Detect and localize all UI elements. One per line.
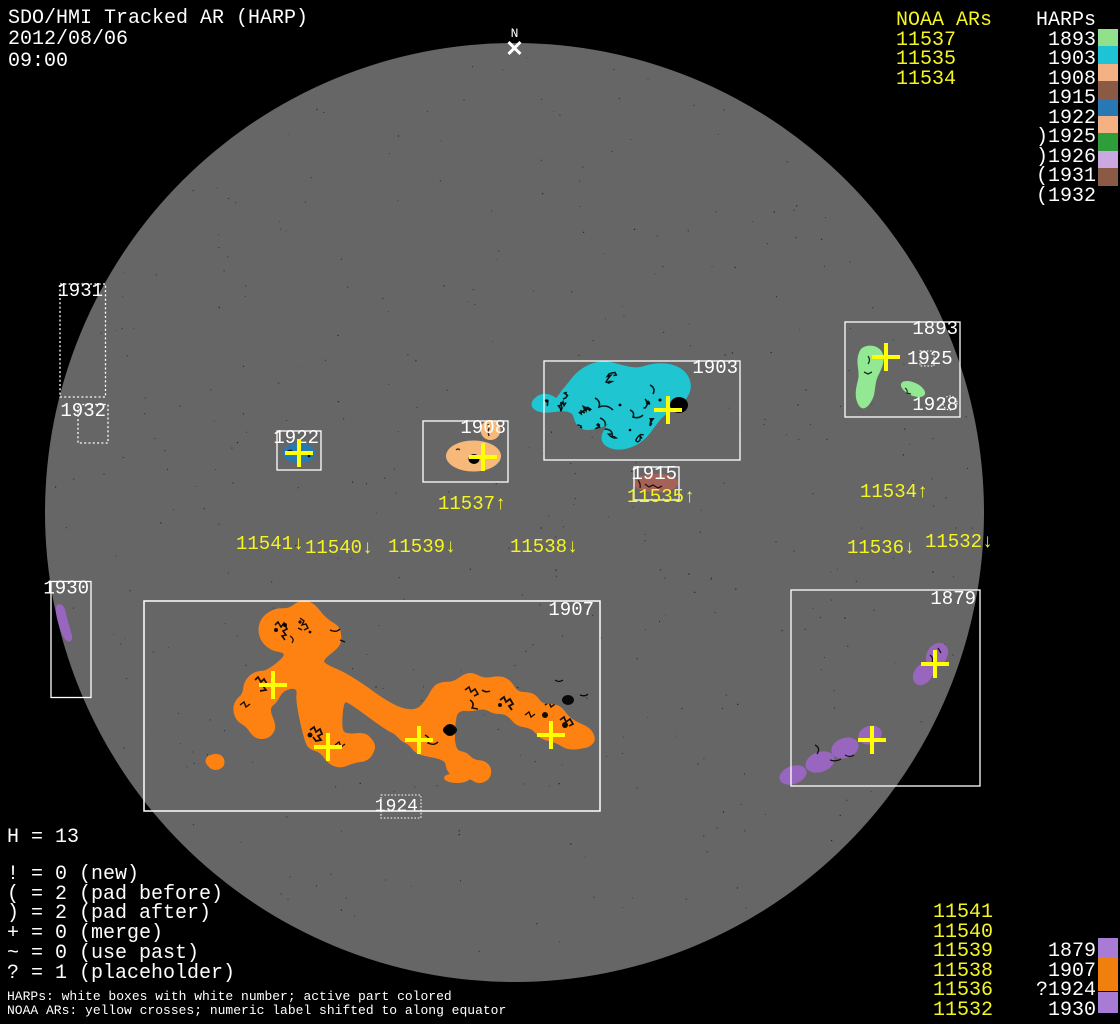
svg-text:1924: 1924 <box>375 797 418 817</box>
svg-text:11538↓: 11538↓ <box>510 536 578 558</box>
svg-text:11540↓: 11540↓ <box>305 537 373 559</box>
svg-text:1922: 1922 <box>273 427 319 449</box>
svg-text:1893: 1893 <box>912 318 958 340</box>
svg-text:1907: 1907 <box>548 599 594 621</box>
svg-text:1931: 1931 <box>57 280 103 302</box>
svg-text:1908: 1908 <box>460 417 506 439</box>
svg-text:11536↓: 11536↓ <box>847 537 915 559</box>
svg-text:1879: 1879 <box>930 588 976 610</box>
svg-text:✕: ✕ <box>505 36 523 61</box>
svg-text:11541↓: 11541↓ <box>236 533 304 555</box>
svg-text:1930: 1930 <box>43 578 89 600</box>
svg-text:1915: 1915 <box>631 463 677 485</box>
svg-text:11534↑: 11534↑ <box>860 481 928 503</box>
svg-text:11539↓: 11539↓ <box>388 536 456 558</box>
svg-text:1932: 1932 <box>60 400 106 422</box>
svg-text:1928: 1928 <box>912 394 958 416</box>
svg-text:1903: 1903 <box>692 357 738 379</box>
svg-text:1925: 1925 <box>907 348 953 370</box>
svg-text:11537↑: 11537↑ <box>438 493 506 515</box>
svg-text:11535↑: 11535↑ <box>627 486 695 508</box>
svg-text:11532↓: 11532↓ <box>925 531 993 553</box>
